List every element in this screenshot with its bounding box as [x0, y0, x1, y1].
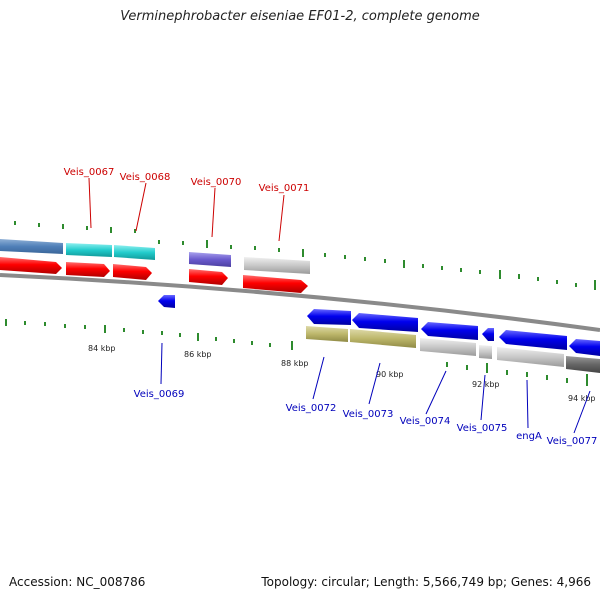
scale-label: 92 kbp [472, 380, 500, 389]
gene-label[interactable]: Veis_0070 [191, 177, 242, 188]
gene-label[interactable]: engA [516, 431, 542, 442]
gene-bar-grey[interactable] [497, 347, 564, 367]
cds-arrow-reverse[interactable] [352, 313, 418, 332]
genome-title: Verminephrobacter eiseniae EF01-2, compl… [120, 9, 480, 24]
gene-bar-grey[interactable] [420, 338, 476, 356]
leader-line [526, 379, 529, 429]
gene-bar-steelblue[interactable] [0, 239, 63, 254]
leader-line [135, 182, 147, 232]
scale-label: 90 kbp [376, 370, 404, 379]
cds-arrow-forward[interactable] [189, 269, 228, 285]
accession-text: Accession: NC_008786 [9, 575, 146, 589]
gene-bar-grey[interactable] [479, 345, 492, 359]
gene-bar-cyan[interactable] [66, 243, 112, 257]
leader-line [88, 177, 92, 229]
cds-arrow-forward[interactable] [243, 275, 308, 293]
cds-arrow-reverse[interactable] [482, 328, 494, 341]
forward-cds-arrows [0, 257, 308, 293]
gene-label[interactable]: Veis_0071 [259, 183, 310, 194]
gene-label[interactable]: Veis_0072 [286, 403, 337, 414]
leader-line [573, 390, 591, 434]
gene-label[interactable]: Veis_0073 [343, 409, 394, 420]
leader-line [480, 374, 486, 421]
gene-bar-purple[interactable] [189, 252, 231, 267]
leader-line [211, 187, 216, 238]
gene-label[interactable]: Veis_0075 [457, 423, 508, 434]
gene-bar-grey[interactable] [244, 257, 310, 274]
cds-arrow-reverse[interactable] [307, 309, 351, 325]
gene-label[interactable]: Veis_0074 [400, 416, 451, 427]
leader-line [160, 342, 163, 385]
cds-arrow-reverse[interactable] [421, 322, 478, 340]
gene-label[interactable]: Veis_0067 [64, 167, 115, 178]
scale-label: 94 kbp [568, 394, 596, 403]
leader-line [278, 194, 285, 242]
cds-arrow-reverse[interactable] [569, 339, 600, 356]
reverse-feature-bars [306, 326, 600, 373]
gene-bar-olive[interactable] [350, 329, 416, 348]
leader-line [312, 356, 325, 400]
cds-arrow-reverse[interactable] [158, 295, 175, 308]
scale-label: 84 kbp [88, 344, 116, 353]
scale-label: 88 kbp [281, 359, 309, 368]
gene-bar-olive[interactable] [306, 326, 348, 342]
scale-label: 86 kbp [184, 350, 212, 359]
leader-line [368, 362, 381, 405]
reverse-gene-labels: Veis_0069 Veis_0072 Veis_0073 Veis_0074 … [134, 342, 598, 447]
outer-tick-ring [14, 221, 596, 290]
gene-bar-dark-grey[interactable] [566, 356, 600, 373]
gene-label[interactable]: Veis_0077 [547, 436, 598, 447]
cds-arrow-forward[interactable] [66, 262, 110, 277]
scale-labels: 84 kbp 86 kbp 88 kbp 90 kbp 92 kbp 94 kb… [88, 344, 596, 403]
forward-feature-bars [0, 239, 310, 274]
cds-arrow-reverse[interactable] [499, 330, 567, 350]
forward-gene-labels: Veis_0067 Veis_0068 Veis_0070 Veis_0071 [64, 167, 310, 242]
genome-summary-text: Topology: circular; Length: 5,566,749 bp… [261, 575, 591, 589]
gene-label[interactable]: Veis_0068 [120, 172, 171, 183]
reverse-cds-arrows [158, 295, 600, 356]
cds-arrow-forward[interactable] [0, 257, 62, 274]
leader-line [425, 370, 447, 415]
genome-backbone [0, 273, 600, 332]
gene-label[interactable]: Veis_0069 [134, 389, 185, 400]
inner-tick-ring [5, 319, 588, 386]
gene-bar-cyan[interactable] [114, 245, 155, 260]
cds-arrow-forward[interactable] [113, 264, 152, 280]
